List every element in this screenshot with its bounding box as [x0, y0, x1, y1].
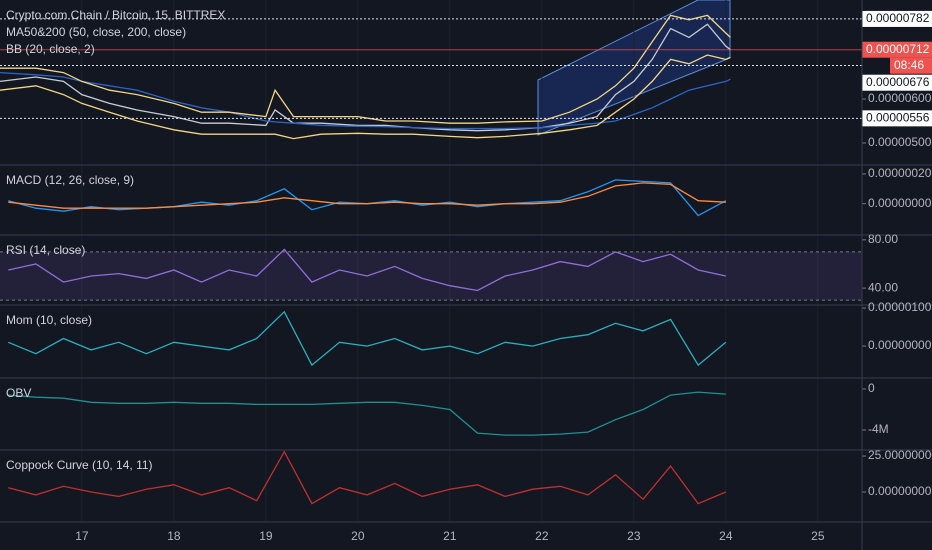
y-tick-label: 40.00	[868, 280, 898, 294]
x-tick-label: 17	[75, 529, 89, 543]
y-tick-label: 0.00000100	[868, 300, 932, 314]
x-tick-label: 18	[167, 529, 181, 543]
y-tick-label: -4M	[868, 422, 889, 436]
price-badge	[862, 10, 932, 27]
y-tick-label: 80.00	[868, 232, 898, 246]
series-line	[0, 71, 731, 130]
y-tick-label: 25.00000000	[868, 448, 932, 462]
last-price-badge	[862, 41, 932, 58]
pane-title: Coppock Curve (10, 14, 11)	[6, 458, 153, 472]
pane-title: Mom (10, close)	[6, 313, 92, 327]
x-tick-label: 22	[535, 529, 549, 543]
price-badge	[862, 74, 932, 91]
countdown: 08:46	[894, 58, 924, 72]
x-tick-label: 24	[719, 529, 733, 543]
price-badge	[862, 110, 932, 127]
price-label: 0.00000556	[866, 111, 930, 125]
x-tick-label: 20	[351, 529, 365, 543]
x-tick-label: 21	[443, 529, 457, 543]
pane-title: OBV	[6, 386, 31, 400]
y-tick-label: 0.00000000	[868, 484, 932, 498]
y-tick-label: 0	[868, 381, 875, 395]
x-tick-label: 23	[627, 529, 641, 543]
indicator-label: BB (20, close, 2)	[6, 42, 95, 56]
y-tick-label: 0.00000000	[868, 196, 932, 210]
y-tick-label: 0.00000020	[868, 166, 932, 180]
y-tick-label: 0.00000500	[868, 135, 932, 149]
series-line	[8, 182, 726, 209]
pane-title: Crypto.com Chain / Bitcoin, 15, BITTREX	[6, 8, 225, 22]
y-tick-label: 0.00000600	[868, 91, 932, 105]
pane-title: MACD (12, 26, close, 9)	[6, 173, 134, 187]
price-label: 0.00000676	[866, 75, 930, 89]
series-line	[8, 391, 726, 436]
series-line	[8, 450, 727, 505]
price-label: 0.00000782	[866, 11, 930, 25]
pane-title: RSI (14, close)	[6, 243, 85, 257]
rsi-band	[0, 251, 862, 301]
x-tick-label: 19	[259, 529, 273, 543]
last-price-label: 0.00000712	[866, 42, 930, 56]
series-line	[8, 248, 726, 292]
series-line	[8, 310, 727, 367]
series-line	[0, 54, 731, 140]
countdown-badge	[890, 57, 932, 74]
indicator-label: MA50&200 (50, close, 200, close)	[6, 25, 186, 39]
x-tick-label: 25	[811, 529, 825, 543]
series-line	[0, 14, 731, 124]
y-tick-label: 0.00000000	[868, 338, 932, 352]
